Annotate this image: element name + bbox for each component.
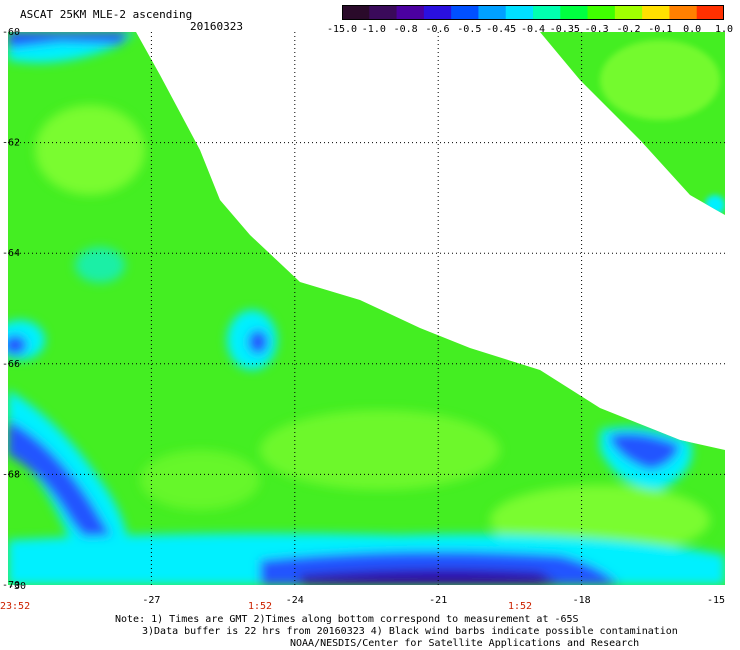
colorbar-swatch xyxy=(396,5,425,20)
latitude-label: -68 xyxy=(2,469,20,480)
colorbar-label: -0.4 xyxy=(520,24,546,35)
time-label: 1:52 xyxy=(508,601,532,612)
latitude-label: -62 xyxy=(2,138,20,149)
colorbar-swatch xyxy=(587,5,616,20)
time-label: 1:52 xyxy=(248,601,272,612)
colorbar-swatch xyxy=(505,5,534,20)
colorbar-label: -0.45 xyxy=(486,24,517,35)
colorbar-swatch xyxy=(533,5,561,20)
colorbar-swatch xyxy=(614,5,643,20)
colorbar-swatch xyxy=(560,5,589,20)
colorbar-labels: -15.0 -1.0 -0.8 -0.6 -0.5 -0.45 -0.4 -0.35 -0.3-… xyxy=(0,24,740,38)
colorbar-label: -0.35 xyxy=(549,24,580,35)
colorbar-swatch xyxy=(478,5,507,20)
time-label: 23:52 xyxy=(0,601,30,612)
latitude-label: -66 xyxy=(2,359,20,370)
longitude-labels: -27 -24 -21 -18 -15 -30 xyxy=(8,581,725,606)
colorbar-swatch xyxy=(342,5,370,20)
note-line-3: NOAA/NESDIS/Center for Satellite Applica… xyxy=(290,638,640,649)
longitude-label: -18 xyxy=(573,595,591,606)
longitude-label: -21 xyxy=(429,595,447,606)
colorbar xyxy=(342,5,724,20)
colorbar-label: 1.0 xyxy=(714,24,734,35)
colorbar-swatch xyxy=(451,5,479,20)
colorbar-swatch xyxy=(642,5,670,20)
latitude-label: -60 xyxy=(2,27,20,38)
note-line-2: 3)Data buffer is 22 hrs from 20160323 4)… xyxy=(142,626,678,637)
colorbar-swatch xyxy=(696,5,724,20)
colorbar-label: -0.2 xyxy=(616,24,641,35)
longitude-label: -15 xyxy=(707,595,725,606)
longitude-label: -27 xyxy=(142,595,160,606)
colorbar-label: -1.0 xyxy=(361,24,386,35)
data-swath-corner xyxy=(540,32,725,215)
colorbar-label: 0.0 xyxy=(683,24,702,35)
colorbar-label: -0.5 xyxy=(457,24,482,35)
graticule xyxy=(8,32,725,585)
longitude-label: -24 xyxy=(286,595,304,606)
latitude-label: -70 xyxy=(2,580,20,591)
colorbar-swatch xyxy=(423,5,452,20)
latitude-labels: -60 -62 -64 -66 -68 -70 xyxy=(2,27,20,591)
colorbar-label: -0.1 xyxy=(648,24,673,35)
colorbar-border xyxy=(342,5,724,20)
colorbar-label: -0.6 xyxy=(425,24,450,35)
product-date: 20160323 xyxy=(190,20,243,33)
colorbar-label: -0.3 xyxy=(584,24,609,35)
time-labels: 23:52 1:52 1:52 xyxy=(0,601,532,612)
corner-longitude-label: -30 xyxy=(8,581,26,592)
colorbar-swatch xyxy=(369,5,398,20)
colorbar-label: -15.0 xyxy=(326,24,358,35)
colorbar-label: -0.8 xyxy=(393,24,418,35)
product-title: ASCAT 25KM MLE-2 ascending xyxy=(20,8,193,21)
note-line-1: Note: 1) Times are GMT 2)Times along bot… xyxy=(115,614,579,625)
latitude-label: -64 xyxy=(2,248,20,259)
colorbar-swatch xyxy=(669,5,698,20)
